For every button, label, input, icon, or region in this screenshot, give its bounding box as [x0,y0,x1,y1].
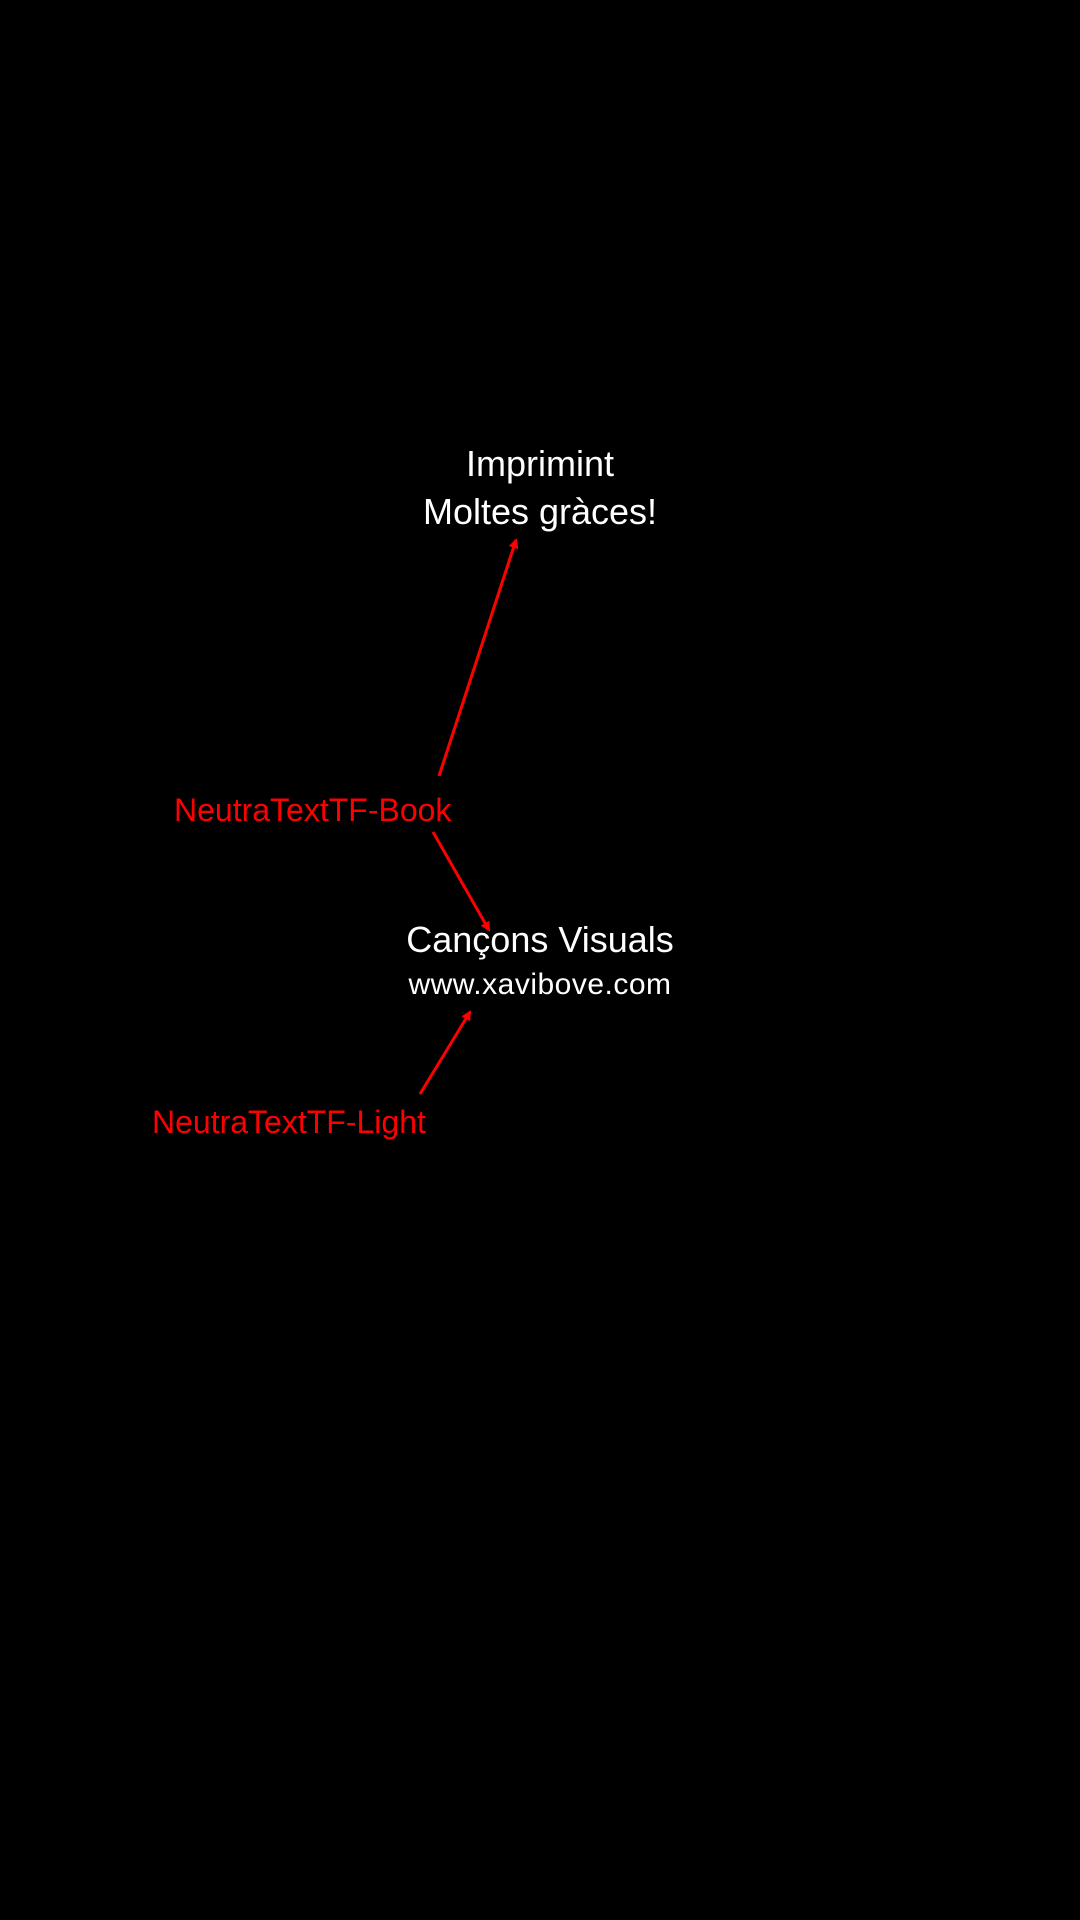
arrow-light-to-website-url [418,1010,472,1095]
printing-status-text: Imprimint [465,443,614,484]
arrow-book-to-thanks-message [437,538,519,777]
font-annotation-light: NeutraTextTF-Light [152,1104,426,1140]
arrow-book-to-project-title [431,831,491,932]
project-title: Cançons Visuals [406,919,674,960]
website-url: www.xavibove.com [408,968,672,1001]
thanks-message: Moltes gràces! [422,491,658,532]
font-annotation-book: NeutraTextTF-Book [174,792,452,828]
